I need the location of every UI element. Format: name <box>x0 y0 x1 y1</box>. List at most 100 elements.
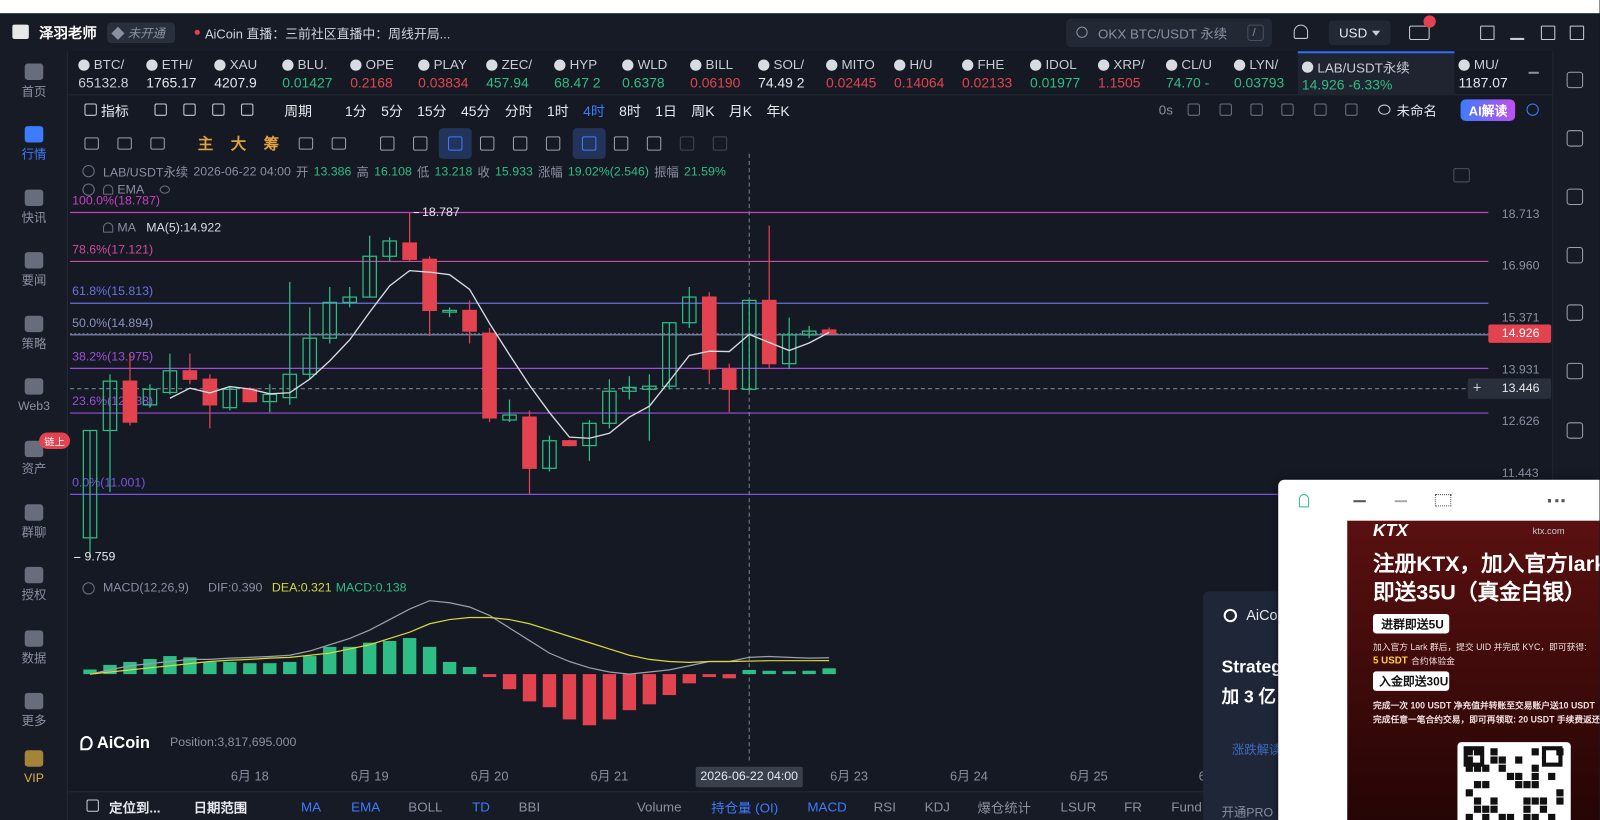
ticker[interactable]: BILL 0.06190 <box>686 51 754 94</box>
side-tool[interactable] <box>1566 188 1584 205</box>
ticker-price[interactable]: 4207.9 <box>214 75 257 91</box>
main-indicator[interactable]: EMA <box>351 798 381 815</box>
ticker[interactable]: LYN/0.03793 <box>1230 51 1298 94</box>
sidebar-icon[interactable] <box>24 315 44 332</box>
draw-tool[interactable] <box>298 137 314 150</box>
ticker-name[interactable]: MU/ <box>1473 56 1499 73</box>
ticker-price[interactable]: 0.01427 <box>282 75 333 91</box>
ticker-name[interactable]: MITO <box>841 56 875 73</box>
sidebar-icon[interactable] <box>24 750 44 767</box>
ticker-name[interactable]: ZEC/ <box>501 56 533 73</box>
sidebar-icon[interactable] <box>24 692 44 710</box>
ticker-price[interactable]: 0.6378 <box>622 75 665 91</box>
draw-tool-active[interactable] <box>438 128 472 159</box>
sidebar-label[interactable]: 群聊 <box>21 525 47 540</box>
draw-tool[interactable] <box>479 136 495 151</box>
ticker-name[interactable]: CL/U <box>1181 56 1212 73</box>
ticker-name[interactable]: LYN/ <box>1249 56 1279 73</box>
period-option[interactable]: 1分 <box>345 103 367 119</box>
ticker-price[interactable]: 0.14064 <box>894 75 945 91</box>
ticker-price[interactable]: 65132.8 <box>78 75 129 91</box>
ticker[interactable]: LAB/USDT永续 14.926 -6.33% <box>1297 51 1455 95</box>
sidebar-label[interactable]: 资产 <box>21 462 47 477</box>
ai-button-text[interactable]: AI解读 <box>1468 104 1508 119</box>
ticker-name[interactable]: IDOL <box>1045 56 1077 73</box>
ticker[interactable]: HYP 68.47 2 <box>550 51 618 94</box>
ticker[interactable]: XRP/1.1505 <box>1094 51 1162 94</box>
sidebar-icon[interactable] <box>24 378 44 395</box>
ticker[interactable]: OPE 0.2168 <box>346 51 414 94</box>
ticker[interactable]: ETH/1765.17 <box>142 51 210 94</box>
sidebar-label[interactable]: 授权 <box>21 588 47 603</box>
ticker[interactable]: BLU. 0.01427 <box>278 51 346 94</box>
tool-icon[interactable] <box>183 103 196 116</box>
ticker[interactable]: SOL/74.49 2 <box>754 51 822 94</box>
indicator-button[interactable]: 指标 <box>100 103 129 119</box>
draw-tool[interactable] <box>613 136 629 151</box>
ticker[interactable]: MITO 0.02445 <box>822 51 890 94</box>
draw-tool[interactable] <box>712 136 728 151</box>
ticker-price[interactable]: 74.70 - <box>1165 75 1210 91</box>
ticker-name[interactable]: WLD <box>637 56 668 73</box>
ticker-price[interactable]: 0.02445 <box>826 75 877 91</box>
period-option[interactable]: 1日 <box>655 103 677 119</box>
ticker[interactable]: IDOL 0.01977 <box>1026 51 1094 94</box>
tool-icon[interactable] <box>1281 103 1294 116</box>
ticker[interactable]: MU/1187.07 <box>1454 51 1522 94</box>
ticker[interactable]: H/U 0.14064 <box>890 51 958 94</box>
ticker-name[interactable]: XRP/ <box>1113 56 1145 73</box>
ticker[interactable]: FHE 0.02133 <box>958 51 1026 94</box>
ticker-price[interactable]: 1.1505 <box>1097 75 1141 91</box>
sub-indicator[interactable]: MACD <box>807 798 847 815</box>
sidebar-label[interactable]: 要闻 <box>21 273 47 288</box>
sidebar-label[interactable]: 策略 <box>21 336 47 351</box>
sub-indicator[interactable]: Fund <box>1171 798 1202 815</box>
ticker[interactable]: XAU 4207.9 <box>210 51 278 94</box>
main-indicator[interactable]: MA <box>301 798 322 815</box>
side-tool[interactable] <box>1566 422 1584 439</box>
sidebar-label[interactable]: 快讯 <box>21 210 47 225</box>
ticker-name[interactable]: SOL/ <box>773 56 805 73</box>
sidebar-label[interactable]: 首页 <box>21 84 47 99</box>
ticker-price[interactable]: 0.02133 <box>962 75 1013 91</box>
ticker[interactable]: PLAY 0.03834 <box>414 51 482 94</box>
period-option[interactable]: 8时 <box>619 103 641 119</box>
sidebar-icon[interactable] <box>24 189 44 206</box>
grid-icon[interactable] <box>1434 494 1452 507</box>
sub-indicator[interactable]: LSUR <box>1060 798 1097 815</box>
sidebar-icon[interactable] <box>24 629 44 647</box>
tool-icon[interactable] <box>212 103 225 116</box>
ticker-name[interactable]: OPE <box>365 56 394 73</box>
period-option[interactable]: 1时 <box>547 103 569 119</box>
window-button[interactable] <box>1480 25 1495 40</box>
ticker-price[interactable]: 14.926 -6.33% <box>1301 77 1393 93</box>
ticker-name[interactable]: XAU <box>229 56 258 73</box>
sub-indicator[interactable]: 爆仓统计 <box>977 800 1032 816</box>
ticker-price[interactable]: 1765.17 <box>146 75 197 91</box>
tool-icon[interactable] <box>241 103 254 116</box>
tool-icon[interactable] <box>1345 103 1358 116</box>
draw-tool-text[interactable]: 主 <box>197 135 214 154</box>
ticker[interactable]: WLD 0.6378 <box>618 51 686 94</box>
period-option[interactable]: 月K <box>728 103 753 119</box>
sidebar-label[interactable]: 数据 <box>21 650 47 666</box>
sidebar-icon[interactable] <box>24 126 44 143</box>
draw-tool[interactable] <box>117 137 132 150</box>
sidebar-icon[interactable] <box>24 504 44 521</box>
aicoin-panel-link[interactable]: 涨跌解读 <box>1231 742 1282 757</box>
share-icon[interactable] <box>1526 103 1539 116</box>
ticker-name[interactable]: ETH/ <box>161 56 193 73</box>
ticker-price[interactable]: 0.06190 <box>690 75 741 91</box>
period-button[interactable]: 周期 <box>284 103 313 119</box>
side-tool[interactable] <box>1566 247 1584 264</box>
ticker-price[interactable]: 0.03793 <box>1233 75 1285 91</box>
period-option[interactable]: 5分 <box>381 103 403 119</box>
indicator-icon[interactable] <box>84 103 97 116</box>
search-box[interactable] <box>1066 18 1273 48</box>
sidebar-label[interactable]: VIP <box>24 770 44 786</box>
window-button[interactable] <box>1569 25 1585 40</box>
currency-select[interactable] <box>1328 20 1391 46</box>
ticker-price[interactable]: 1187.07 <box>1458 75 1508 91</box>
period-option[interactable]: 4时 <box>583 103 605 119</box>
ai-button[interactable] <box>1460 99 1516 121</box>
